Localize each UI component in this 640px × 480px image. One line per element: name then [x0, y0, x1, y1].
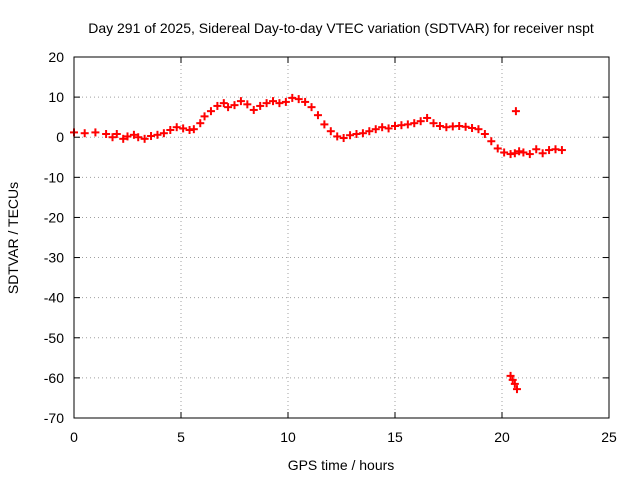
data-point [243, 100, 252, 109]
data-point [468, 123, 477, 132]
data-points [70, 93, 566, 394]
data-point [249, 105, 258, 114]
data-point [371, 125, 380, 134]
data-point [134, 133, 143, 142]
y-tick-label: -50 [44, 330, 64, 346]
data-point [346, 131, 355, 140]
data-point [147, 132, 156, 141]
y-axis-label: SDTVAR / TECUs [5, 182, 21, 294]
data-point [508, 375, 517, 384]
data-point [416, 117, 425, 126]
data-point [301, 97, 310, 106]
x-tick-label: 10 [280, 429, 296, 445]
data-point [320, 120, 329, 129]
data-point [378, 123, 387, 132]
data-point [112, 130, 121, 139]
data-point [236, 97, 245, 106]
x-tick-label: 25 [601, 429, 617, 445]
x-tick-label: 5 [177, 429, 185, 445]
data-point [333, 132, 342, 141]
data-point [506, 371, 515, 380]
data-point [213, 101, 222, 110]
data-point [230, 101, 239, 110]
chart-title: Day 291 of 2025, Sidereal Day-to-day VTE… [88, 20, 594, 36]
data-point [200, 112, 209, 121]
data-point [224, 103, 233, 112]
data-point [206, 107, 215, 116]
y-tick-label: 10 [48, 89, 64, 105]
data-point [557, 146, 566, 155]
data-point [166, 126, 175, 135]
data-point [153, 130, 162, 139]
data-point [512, 385, 521, 394]
data-point [510, 379, 519, 388]
data-point [159, 129, 168, 138]
data-point [179, 124, 188, 133]
plot-frame [73, 56, 610, 419]
data-point [532, 145, 541, 154]
y-tick-label: -60 [44, 370, 64, 386]
data-point [219, 99, 228, 108]
data-point [525, 150, 534, 159]
x-tick-label: 20 [494, 429, 510, 445]
y-tick-label: -70 [44, 410, 64, 426]
data-point [339, 134, 348, 143]
data-point [123, 132, 132, 141]
data-point [108, 133, 117, 142]
data-point [435, 121, 444, 130]
y-tick-label: -10 [44, 169, 64, 185]
data-point [91, 128, 100, 137]
data-point [326, 127, 335, 136]
data-point [269, 97, 278, 106]
data-point [410, 119, 419, 128]
data-point [461, 122, 470, 131]
data-point [538, 149, 547, 158]
data-point [474, 125, 483, 134]
data-point [313, 111, 322, 120]
x-tick-label: 15 [387, 429, 403, 445]
data-point [275, 99, 284, 108]
data-point [403, 120, 412, 129]
data-point [80, 129, 89, 138]
data-point [511, 107, 520, 116]
data-point [256, 101, 265, 110]
data-point [196, 119, 205, 128]
data-point [119, 134, 128, 143]
data-point [365, 127, 374, 136]
y-tick-label: 20 [48, 49, 64, 65]
data-point [384, 124, 393, 133]
data-point [262, 99, 271, 108]
x-axis-ticks: 0 5 10 15 20 25 [70, 57, 617, 445]
data-point [493, 144, 502, 153]
y-axis-ticks: 20 10 0 -10 -20 -30 -40 -50 -60 -70 [44, 49, 609, 426]
grid [74, 57, 609, 418]
data-point [288, 93, 297, 102]
data-point [487, 137, 496, 146]
data-point [358, 129, 367, 138]
y-tick-label: -30 [44, 250, 64, 266]
data-point [102, 130, 111, 139]
data-point [294, 95, 303, 104]
data-point [307, 103, 316, 112]
data-point [172, 123, 181, 132]
data-point [510, 149, 519, 158]
data-point [140, 134, 149, 143]
data-point [429, 119, 438, 128]
data-point [129, 130, 138, 139]
data-point [281, 97, 290, 106]
y-tick-label: 0 [56, 129, 64, 145]
x-axis-label: GPS time / hours [288, 457, 395, 473]
data-point [519, 148, 528, 157]
data-point [500, 148, 509, 157]
data-point [189, 125, 198, 134]
data-point [480, 130, 489, 139]
y-tick-label: -20 [44, 209, 64, 225]
data-point [423, 113, 432, 122]
x-tick-label: 0 [70, 429, 78, 445]
data-point [515, 147, 524, 156]
y-tick-label: -40 [44, 290, 64, 306]
